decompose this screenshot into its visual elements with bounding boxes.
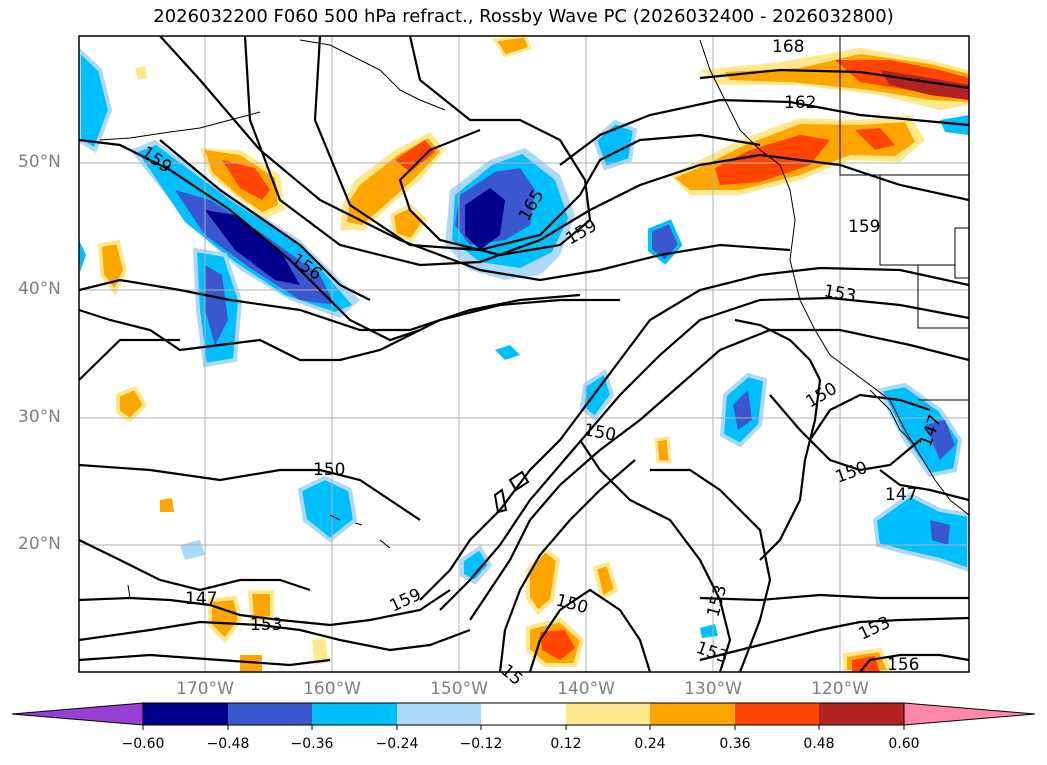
contour-label: 153	[822, 281, 857, 306]
positive-anomaly-region	[312, 638, 328, 665]
height-contours	[493, 470, 530, 514]
lon-label: 170°W	[176, 679, 234, 699]
negative-anomaly-region	[460, 545, 493, 585]
positive-anomaly-region	[540, 630, 575, 660]
contour-label: 147	[185, 589, 217, 609]
colorbar-segment	[481, 703, 566, 725]
negative-anomaly-region	[79, 240, 86, 272]
colorbar-tick-label: −0.24	[375, 736, 419, 752]
positive-anomaly-region	[222, 160, 270, 200]
lat-label: 40°N	[18, 279, 61, 299]
colorbar-tick-label: −0.12	[459, 736, 503, 752]
positive-anomaly-region	[526, 547, 561, 615]
negative-anomaly-region	[940, 115, 969, 135]
colorbar-segment	[143, 703, 228, 725]
contour-label: 153	[704, 583, 732, 620]
colorbar-tick-label: 0.48	[803, 736, 835, 752]
negative-anomaly-region	[205, 210, 300, 285]
contour-label: 150	[582, 420, 617, 445]
lon-label: 140°W	[557, 679, 615, 699]
negative-anomaly-region	[872, 492, 969, 573]
contour-label: 162	[784, 93, 816, 113]
colorbar-tick-label: 0.36	[719, 736, 751, 752]
colorbar-segment	[397, 703, 481, 725]
height-contours	[79, 36, 969, 672]
lat-label: 20°N	[18, 534, 61, 554]
lon-label: 120°W	[811, 679, 869, 699]
contour-label: 159	[387, 585, 425, 617]
negative-anomaly-region	[465, 188, 505, 250]
negative-anomaly-region	[579, 368, 615, 421]
colorbar-segment	[735, 703, 819, 725]
coastlines	[99, 36, 969, 599]
negative-anomaly-region	[925, 420, 955, 460]
contour-label: 153	[693, 638, 730, 668]
negative-anomaly-region	[700, 624, 718, 638]
graticule	[79, 36, 969, 672]
colorbar-tick-label: −0.60	[121, 736, 165, 752]
colorbar-segment	[228, 703, 312, 725]
contour-label: 156	[887, 655, 919, 675]
shaded-anomaly-layer	[79, 36, 969, 672]
colorbar-tick-label: −0.48	[206, 736, 250, 752]
positive-anomaly-region	[492, 36, 533, 58]
contour-label: 150	[313, 460, 345, 480]
map-title: 2026032200 F060 500 hPa refract., Rossby…	[153, 6, 894, 27]
negative-anomaly-region	[205, 265, 228, 345]
negative-anomaly-region	[180, 540, 205, 560]
contour-label: 153	[250, 615, 282, 635]
positive-anomaly-region	[160, 498, 174, 512]
colorbar-tick-label: 0.12	[550, 736, 582, 752]
lon-label: 130°W	[684, 679, 742, 699]
positive-anomaly-region	[116, 385, 148, 423]
colorbar-extend-min	[11, 702, 144, 726]
positive-anomaly-region	[240, 655, 262, 672]
colorbar-tick-label: 0.60	[888, 736, 920, 752]
positive-anomaly-region	[135, 66, 148, 80]
lon-label: 160°W	[303, 679, 361, 699]
colorbar-segment	[566, 703, 650, 725]
colorbar-segment	[819, 703, 904, 725]
contour-label: 153	[856, 613, 894, 645]
negative-anomaly-region	[495, 345, 520, 360]
negative-anomaly-region	[733, 390, 752, 430]
positive-anomaly-region	[855, 128, 895, 150]
colorbar-segment	[312, 703, 397, 725]
colorbar-segment	[650, 703, 735, 725]
lat-label: 30°N	[18, 407, 61, 427]
contour-label: 159	[848, 217, 880, 237]
map-frame	[78, 35, 970, 673]
colorbar-tick-label: 0.24	[634, 736, 666, 752]
positive-anomaly-region	[592, 561, 619, 602]
contour-label: 147	[885, 485, 917, 505]
positive-anomaly-region	[395, 140, 435, 172]
colorbar	[11, 702, 1036, 730]
positive-anomaly-region	[389, 203, 428, 243]
negative-anomaly-region	[930, 520, 950, 545]
positive-anomaly-region	[715, 135, 830, 185]
colorbar-extend-max	[903, 702, 1036, 726]
contour-label: 168	[772, 37, 804, 57]
negative-anomaly-region	[297, 475, 358, 543]
lon-label: 150°W	[430, 679, 488, 699]
lat-label: 50°N	[18, 152, 61, 172]
positive-anomaly-region	[654, 436, 672, 464]
negative-anomaly-region	[79, 47, 113, 153]
colorbar-tick-label: −0.36	[290, 736, 334, 752]
